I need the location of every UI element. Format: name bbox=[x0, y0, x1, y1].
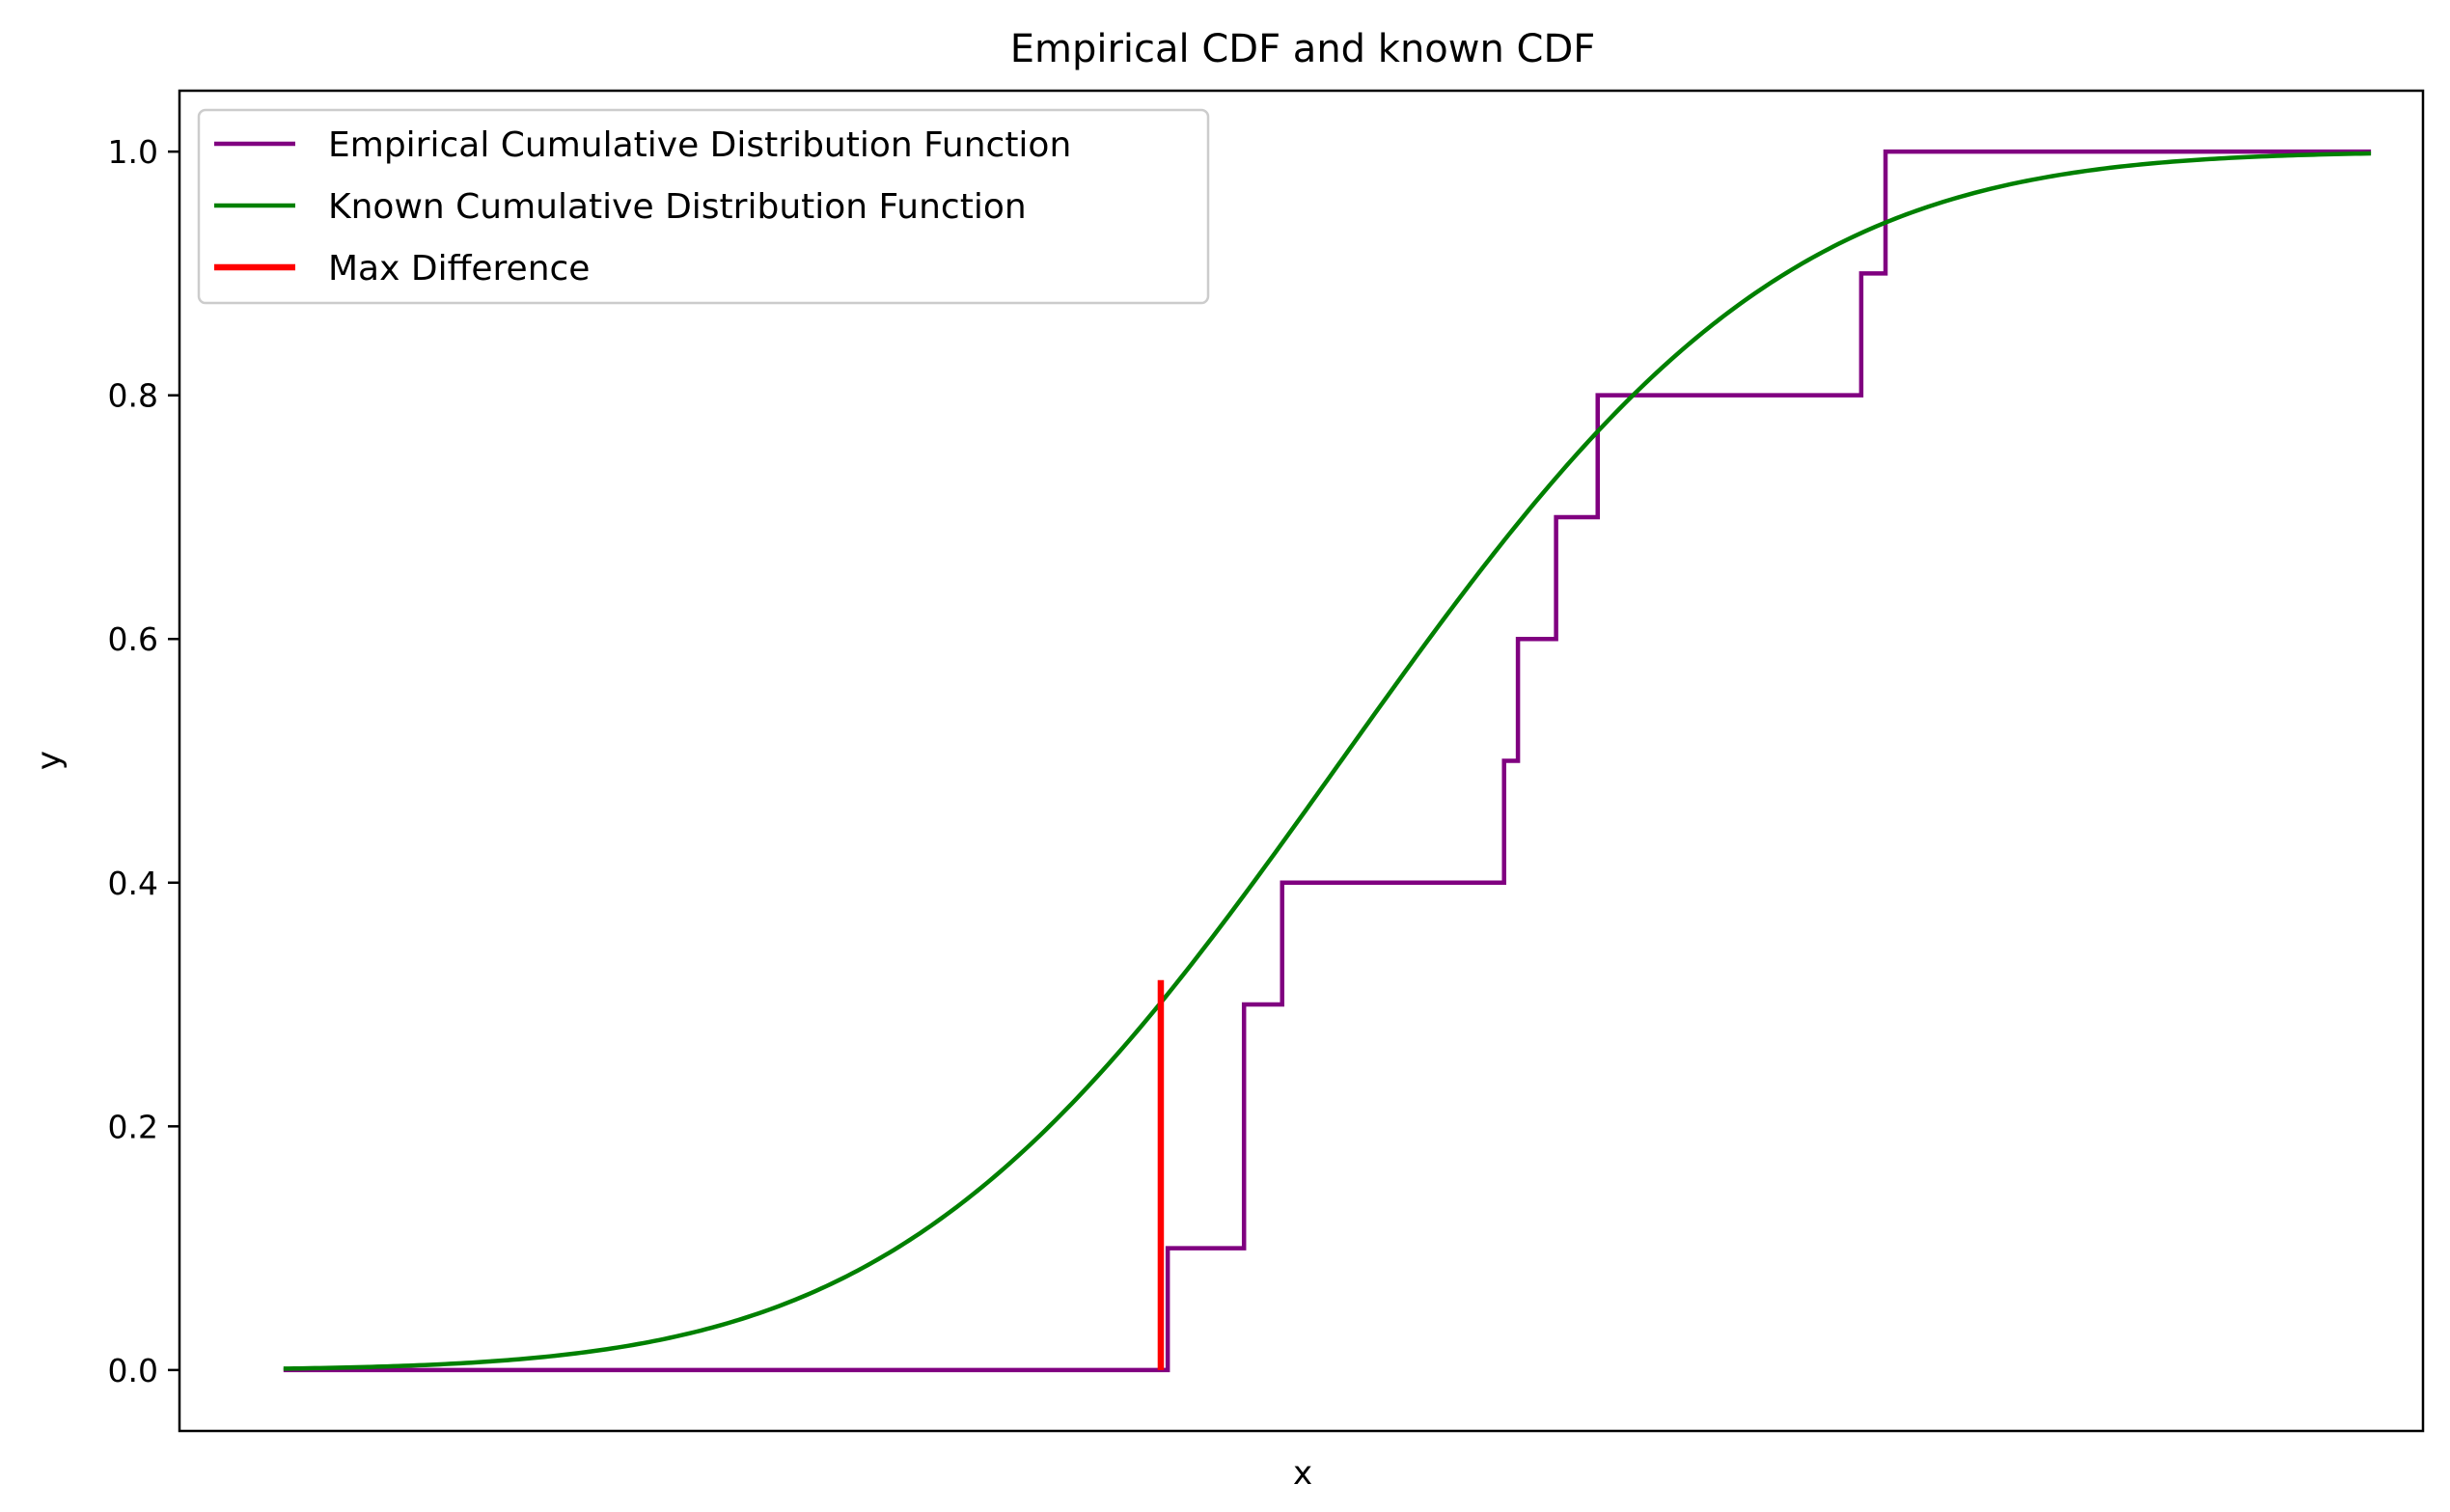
legend: Empirical Cumulative Distribution Functi… bbox=[197, 108, 1210, 305]
y-tick-label: 1.0 bbox=[108, 133, 158, 171]
x-axis-label: x bbox=[1293, 1454, 1312, 1493]
y-tick-label: 0.6 bbox=[108, 620, 158, 658]
legend-label-ecdf: Empirical Cumulative Distribution Functi… bbox=[328, 125, 1071, 165]
y-tick-label: 0.4 bbox=[108, 865, 158, 902]
y-tick-label: 0.8 bbox=[108, 377, 158, 415]
legend-box bbox=[197, 108, 1210, 305]
series-layer bbox=[283, 149, 2372, 1373]
legend-label-known: Known Cumulative Distribution Function bbox=[328, 187, 1027, 227]
axes-frame bbox=[178, 89, 2425, 1433]
legend-entries: Empirical Cumulative Distribution Functi… bbox=[214, 125, 1071, 289]
y-tick-label: 0.2 bbox=[108, 1108, 158, 1145]
y-axis-label: y bbox=[30, 751, 69, 770]
series-line-ecdf bbox=[283, 149, 2372, 1373]
series-line-known bbox=[283, 151, 2372, 1371]
y-tick-label: 0.0 bbox=[108, 1352, 158, 1389]
legend-label-maxdiff: Max Difference bbox=[328, 249, 590, 289]
chart-title: Empirical CDF and known CDF bbox=[1010, 27, 1596, 71]
plot-area bbox=[178, 89, 2425, 1433]
y-axis: 0.0 0.2 0.4 0.6 0.8 1.0 bbox=[108, 133, 179, 1389]
